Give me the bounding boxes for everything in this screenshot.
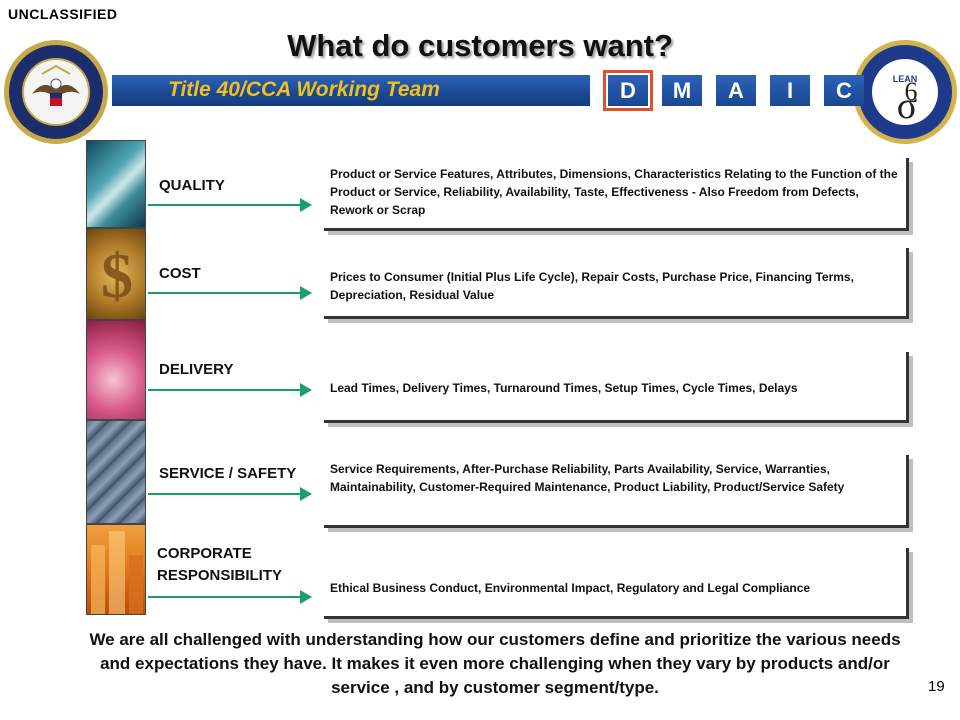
buildings-image [86, 524, 146, 615]
phase-improve[interactable]: I [770, 75, 810, 106]
page-number: 19 [928, 678, 945, 695]
arrow-corporate-responsibility [148, 590, 312, 604]
category-label-service-safety: SERVICE / SAFETY [159, 465, 297, 482]
quality-image [86, 140, 146, 228]
category-label-quality: QUALITY [159, 177, 225, 194]
arrow-delivery [148, 383, 312, 397]
description-box-cost: Prices to Consumer (Initial Plus Life Cy… [324, 248, 909, 319]
page-title: What do customers want? [287, 28, 673, 63]
description-box-delivery: Lead Times, Delivery Times, Turnaround T… [324, 352, 909, 423]
arrow-service-safety [148, 487, 312, 501]
category-image-column: $ [86, 140, 146, 615]
svg-text:$: $ [101, 240, 133, 311]
description-quality: Product or Service Features, Attributes,… [330, 167, 898, 217]
arrow-cost [148, 286, 312, 300]
description-box-quality: Product or Service Features, Attributes,… [324, 158, 909, 231]
svg-text:6: 6 [905, 77, 918, 106]
cost-dollar-image: $ [86, 228, 146, 320]
category-label-corporate-responsibility: CORPORATE RESPONSIBILITY [157, 545, 283, 584]
description-delivery: Lead Times, Delivery Times, Turnaround T… [330, 381, 798, 395]
category-label-delivery: DELIVERY [159, 361, 234, 378]
description-box-service-safety: Service Requirements, After-Purchase Rel… [324, 455, 909, 528]
classification-label: UNCLASSIFIED [8, 6, 118, 22]
delivery-image [86, 320, 146, 420]
category-label-cost: COST [159, 265, 201, 282]
footer-statement: We are all challenged with understanding… [89, 630, 901, 697]
phase-analyze[interactable]: A [716, 75, 756, 106]
team-banner: Title 40/CCA Working Team [112, 75, 590, 106]
dod-seal-logo [2, 38, 110, 146]
phase-control[interactable]: C [824, 75, 864, 106]
phase-define[interactable]: D [603, 70, 653, 111]
svg-text:LEAN: LEAN [893, 74, 918, 84]
lean-six-sigma-seal-logo: LEAN σ 6 [851, 38, 959, 146]
phase-measure[interactable]: M [662, 75, 702, 106]
svg-text:σ: σ [897, 85, 917, 127]
description-service-safety: Service Requirements, After-Purchase Rel… [330, 462, 845, 494]
description-box-corporate-responsibility: Ethical Business Conduct, Environmental … [324, 548, 909, 619]
banner-text: Title 40/CCA Working Team [168, 78, 440, 101]
arrow-quality [148, 198, 312, 212]
description-cost: Prices to Consumer (Initial Plus Life Cy… [330, 270, 854, 302]
description-corporate-responsibility: Ethical Business Conduct, Environmental … [330, 581, 811, 595]
keyboard-image [86, 420, 146, 524]
